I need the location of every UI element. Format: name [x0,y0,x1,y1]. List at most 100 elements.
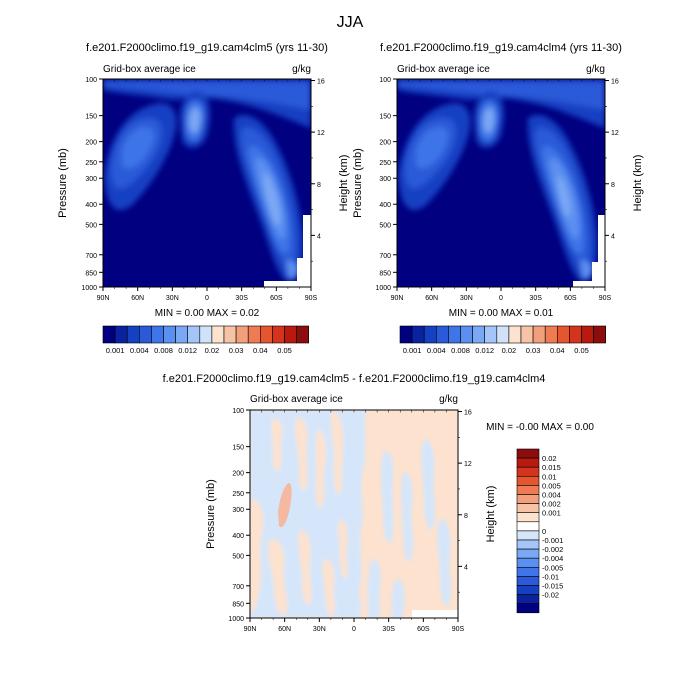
colorbar-swatch [296,325,310,344]
colorbar-label: 0.015 [542,463,561,472]
latitude-tick-label: 90N [97,295,110,302]
colorbar-label: 0.04 [550,346,565,355]
latitude-tick-label: 0 [205,295,209,302]
latitude-tick-label: 90N [244,626,257,633]
missing-data-right [598,215,605,287]
latitude-tick-label: 60N [425,295,438,302]
colorbar-label: -0.002 [542,545,563,554]
pressure-tick-label: 100 [379,77,391,84]
colorbar-swatch [516,548,540,559]
colorbar-swatch [102,325,116,344]
pressure-tick-label: 1000 [375,285,391,292]
colorbar-swatch [508,325,522,344]
height-tick-label: 12 [464,461,472,468]
colorbar-label: 0.002 [542,500,561,509]
pressure-tick-label: 200 [85,140,97,147]
colorbar-swatch [516,475,540,486]
colorbar-swatch [516,594,540,604]
colorbar-label: 0.001 [106,346,125,355]
latitude-tick-label: 60S [417,626,430,633]
minor-ticks [249,410,459,620]
pressure-tick-label: 200 [232,471,244,478]
height-tick-label: 4 [317,233,321,240]
colorbar-swatch [259,325,273,344]
latitude-tick-label: 30N [313,626,326,633]
pressure-tick-label: 300 [85,176,97,183]
positive-anomaly-spot [278,483,292,528]
height-tick-label: 12 [317,130,325,137]
pressure-tick-label: 400 [85,202,97,209]
panel-title: f.e201.F2000climo.f19_g19.cam4clm5 (yrs … [86,42,328,54]
colorbar-label: 0.008 [154,346,173,355]
colorbar-label: 0 [542,527,546,536]
colorbar-swatch [516,557,540,568]
pressure-tick-label: 1000 [81,285,97,292]
colorbar-swatch [460,325,473,344]
colorbar-label: 0.004 [427,346,446,355]
colorbar-swatch [399,325,413,344]
height-axis: 16 12 8 4 [605,79,619,262]
colorbar-label: 0.001 [542,509,561,518]
latitude-tick-label: 90S [599,295,612,302]
pressure-tick-label: 300 [379,176,391,183]
field-label: Grid-box average ice [397,64,490,75]
colorbar-label: 0.02 [205,346,220,355]
latitude-tick-label: 90N [391,295,404,302]
colorbar-label: -0.01 [542,572,559,581]
colorbar-label: -0.005 [542,563,563,572]
pressure-tick-label: 500 [232,553,244,560]
pressure-tick-label: 500 [85,222,97,229]
colorbar-label: 0.004 [130,346,149,355]
latitude-tick-label: 0 [499,295,503,302]
pressure-tick-label: 150 [232,445,244,452]
height-tick-label: 8 [611,182,615,189]
colorbar-label: -0.004 [542,554,563,563]
min-max-label: MIN = 0.00 MAX = 0.01 [449,308,554,319]
pressure-tick-label: 250 [85,160,97,167]
pressure-tick-label: 700 [85,253,97,260]
latitude-tick-label: 30N [460,295,473,302]
height-tick-label: 12 [611,130,619,137]
colorbar-swatch [484,325,498,344]
colorbar-swatch [516,521,540,532]
units-label: g/kg [292,64,311,75]
missing-data-right-low [592,262,598,287]
pressure-tick-label: 700 [232,584,244,591]
pressure-tick-label: 200 [379,140,391,147]
pressure-axis: 100 150 200 250 300 400 500 700 850 1000 [228,408,250,623]
height-tick-label: 8 [464,513,468,520]
units-label: g/kg [439,394,458,405]
colorbar-swatch [187,325,201,344]
figure-title: JJA [337,14,364,31]
colorbar-swatch [532,325,546,344]
pressure-tick-label: 1000 [228,616,244,623]
colorbar-swatch [516,603,540,614]
minor-ticks [102,79,312,289]
colorbar-label: 0.008 [451,346,470,355]
panel-cam4clm4: f.e201.F2000climo.f19_g19.cam4clm4 (yrs … [352,42,644,355]
colorbar-swatch [516,539,540,550]
latitude-tick-label: 60N [278,626,291,633]
pressure-tick-label: 400 [232,533,244,540]
colorbar-swatch [199,325,213,344]
latitude-tick-label: 60S [270,295,283,302]
pressure-tick-label: 100 [232,408,244,415]
pressure-tick-label: 400 [379,202,391,209]
colorbar-label: -0.02 [542,591,559,600]
colorbar-swatch [175,325,189,344]
field-label: Grid-box average ice [103,64,196,75]
field-label: Grid-box average ice [250,394,343,405]
contour-field [103,79,311,287]
latitude-tick-label: 30S [529,295,542,302]
colorbar-top-right: 0.001 0.004 0.008 0.012 0.02 0.03 0.04 0.05 [399,325,606,355]
latitude-tick-label: 30S [382,626,395,633]
pressure-tick-label: 150 [85,114,97,121]
colorbar-swatch [544,325,558,344]
colorbar-label: 0.03 [526,346,541,355]
latitude-tick-label: 60N [131,295,144,302]
pressure-tick-label: 300 [232,507,244,514]
contour-field [250,410,458,618]
missing-data-right [303,215,311,287]
